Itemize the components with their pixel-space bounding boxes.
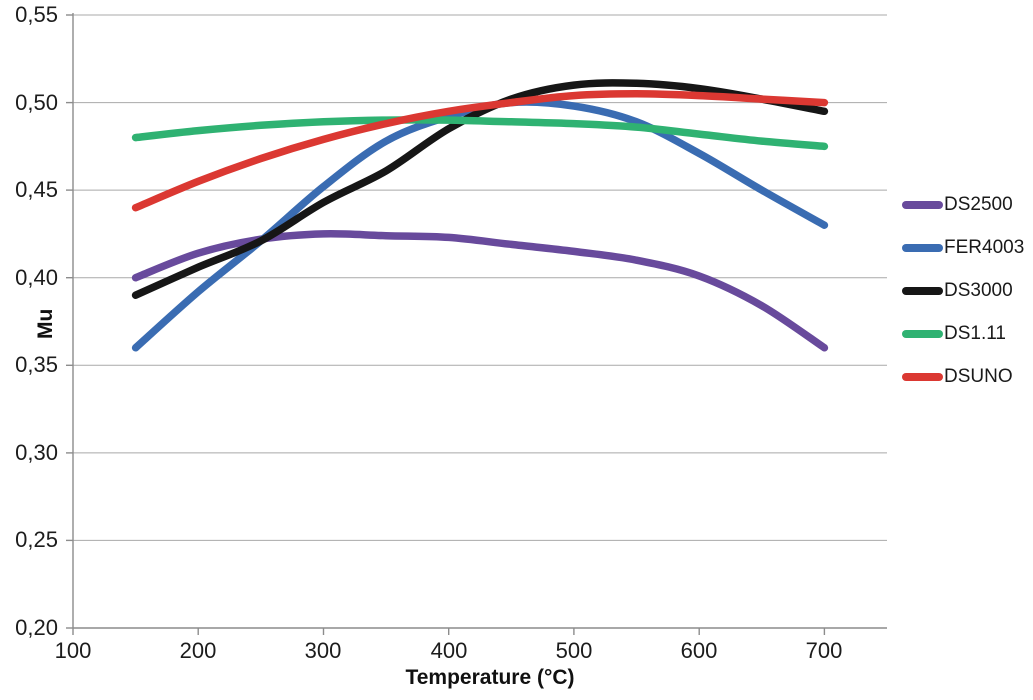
- x-tick-label: 100: [54, 638, 92, 663]
- legend-key-icon: [902, 329, 943, 338]
- y-tick-label: 0,40: [15, 265, 58, 290]
- x-tick-label: 700: [805, 638, 843, 663]
- x-axis-title: Temperature (°C): [405, 666, 575, 689]
- x-tick-label: 600: [680, 638, 718, 663]
- legend-item-DS3000: DS3000: [902, 269, 1024, 312]
- legend-item-DSUNO: DSUNO: [902, 355, 1024, 398]
- legend-label: FER4003: [944, 236, 1025, 258]
- y-tick-label: 0,55: [15, 2, 58, 27]
- legend: DS2500 FER4003 DS3000 DS1.11 DSUNO: [902, 183, 1024, 398]
- x-tick-label: 500: [555, 638, 593, 663]
- legend-key-icon: [902, 200, 943, 209]
- y-tick-label: 0,25: [15, 527, 58, 552]
- legend-key-icon: [902, 372, 943, 381]
- legend-label: DS3000: [944, 279, 1013, 301]
- legend-label: DS2500: [944, 193, 1013, 215]
- series-line-DSUNO: [131, 90, 829, 212]
- series-line-DS1.11: [131, 116, 829, 151]
- series-line-DS2500: [131, 230, 829, 352]
- legend-item-DS2500: DS2500: [902, 183, 1024, 226]
- y-tick-label: 0,50: [15, 90, 58, 115]
- y-tick-label: 0,35: [15, 352, 58, 377]
- y-tick-label: 0,20: [15, 615, 58, 640]
- legend-item-DS1.11: DS1.11: [902, 312, 1024, 355]
- x-tick-label: 400: [430, 638, 468, 663]
- legend-label: DSUNO: [944, 365, 1013, 387]
- legend-label: DS1.11: [944, 322, 1006, 344]
- y-tick-label: 0,45: [15, 177, 58, 202]
- x-tick-label: 200: [179, 638, 217, 663]
- legend-item-FER4003: FER4003: [902, 226, 1024, 269]
- legend-key-icon: [902, 286, 943, 295]
- x-tick-label: 300: [304, 638, 342, 663]
- y-tick-label: 0,30: [15, 440, 58, 465]
- legend-key-icon: [902, 243, 943, 252]
- y-axis-title: Mu: [34, 308, 57, 339]
